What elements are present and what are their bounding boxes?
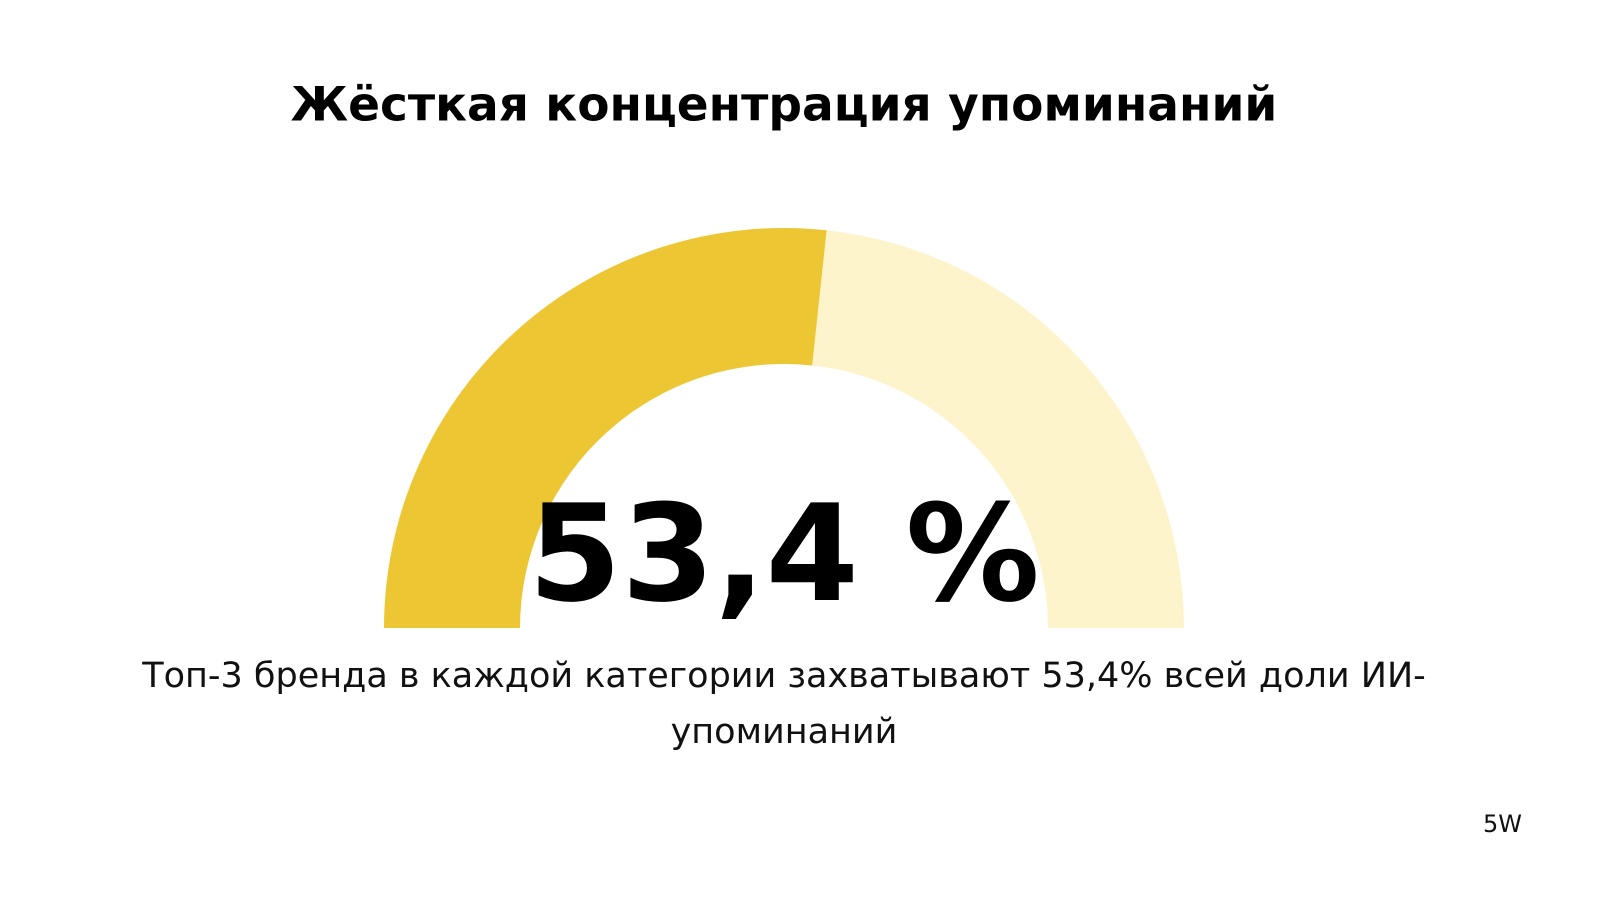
chart-title: Жёсткая концентрация упоминаний	[291, 78, 1278, 133]
gauge	[384, 228, 1184, 629]
gauge-remainder	[812, 230, 1184, 629]
gauge-fill	[384, 228, 827, 628]
value-label: 53,4 %	[528, 476, 1040, 632]
caption: Топ-3 бренда в каждой категории захватыв…	[142, 656, 1426, 752]
footer: 5W	[1483, 810, 1522, 838]
